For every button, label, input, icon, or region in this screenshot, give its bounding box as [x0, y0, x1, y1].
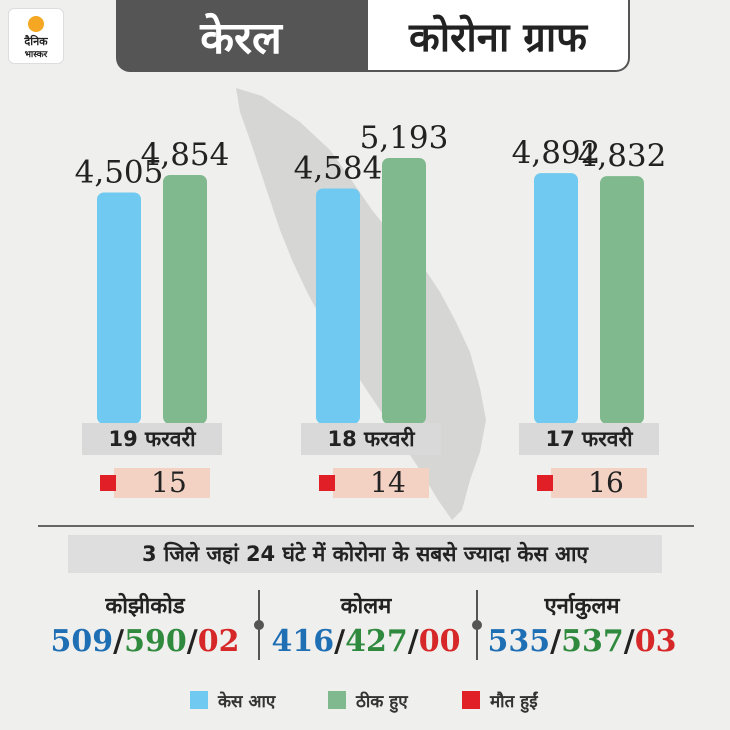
- bar-cases-1: [316, 188, 360, 424]
- divider-dot: [254, 620, 264, 630]
- district-recovered: 537: [561, 624, 624, 659]
- legend-item: मौत हुईं: [462, 690, 538, 712]
- header-state: केरल: [116, 0, 366, 72]
- slash-separator: /: [186, 624, 198, 659]
- district-deaths: 02: [197, 624, 240, 659]
- bar-value-label: 4,892: [512, 135, 601, 171]
- district-block: एर्नाकुलम 535/537/03: [482, 590, 682, 659]
- district-cases: 416: [271, 624, 335, 659]
- district-figures: 416/427/00: [266, 624, 466, 659]
- bar-recovered-1: [382, 158, 426, 424]
- district-cases: 535: [487, 624, 551, 659]
- district-cases: 509: [50, 624, 114, 659]
- slash-separator: /: [334, 624, 346, 659]
- logo-line-1: दैनिक: [24, 35, 48, 48]
- district-block: कोलम 416/427/00: [266, 590, 466, 659]
- districts-subtitle: 3 जिले जहां 24 घंटे में कोरोना के सबसे ज…: [68, 535, 662, 573]
- district-recovered: 590: [124, 624, 187, 659]
- bar-value-label: 4,832: [578, 138, 667, 174]
- bar-value-label: 4,854: [141, 137, 230, 173]
- district-recovered: 427: [345, 624, 408, 659]
- legend-label: ठीक हुए: [356, 691, 408, 712]
- brand-logo: दैनिक भास्कर: [8, 8, 64, 64]
- legend-item: केस आए: [190, 690, 276, 712]
- death-marker-icon: [319, 475, 335, 491]
- deaths-value: 15: [151, 466, 187, 499]
- bar-cases-2: [534, 173, 578, 424]
- deaths-value: 16: [588, 466, 624, 499]
- deaths-box: 16: [537, 466, 647, 499]
- date-label: 19 फरवरी: [82, 423, 222, 455]
- separator-line: [38, 525, 694, 527]
- deaths-box: 14: [319, 466, 429, 499]
- legend-swatch: [462, 691, 480, 709]
- district-name: कोझीकोड: [105, 594, 185, 619]
- slash-separator: /: [113, 624, 125, 659]
- bar-recovered-2: [600, 176, 644, 424]
- bar-recovered-0: [163, 174, 207, 424]
- slash-separator: /: [407, 624, 419, 659]
- district-name: कोलम: [340, 594, 392, 619]
- bar-value-label: 4,584: [294, 150, 383, 186]
- bar-cases-0: [97, 192, 141, 424]
- deaths-value: 14: [370, 466, 406, 499]
- district-figures: 535/537/03: [482, 624, 682, 659]
- death-marker-icon: [100, 475, 116, 491]
- bar-value-label: 4,505: [75, 154, 164, 190]
- district-figures: 509/590/02: [45, 624, 245, 659]
- header-title: कोरोना ग्राफ: [366, 0, 630, 72]
- district-deaths: 03: [634, 624, 677, 659]
- divider-dot: [472, 620, 482, 630]
- deaths-box: 15: [100, 466, 210, 499]
- logo-line-2: भास्कर: [24, 50, 48, 60]
- date-label: 18 फरवरी: [301, 423, 441, 455]
- district-deaths: 00: [418, 624, 461, 659]
- legend-label: मौत हुईं: [490, 691, 538, 712]
- legend-swatch: [190, 691, 208, 709]
- date-label: 17 फरवरी: [519, 423, 659, 455]
- legend-item: ठीक हुए: [328, 690, 408, 712]
- bar-value-label: 5,193: [360, 120, 449, 156]
- slash-separator: /: [623, 624, 635, 659]
- legend-swatch: [328, 691, 346, 709]
- sun-icon: [28, 16, 44, 32]
- district-block: कोझीकोड 509/590/02: [45, 590, 245, 659]
- slash-separator: /: [550, 624, 562, 659]
- death-marker-icon: [537, 475, 553, 491]
- legend-label: केस आए: [218, 691, 276, 712]
- district-name: एर्नाकुलम: [544, 594, 620, 619]
